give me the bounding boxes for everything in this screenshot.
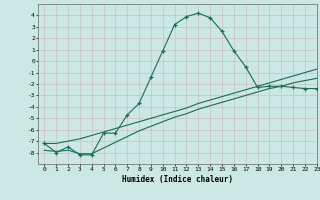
X-axis label: Humidex (Indice chaleur): Humidex (Indice chaleur): [122, 175, 233, 184]
